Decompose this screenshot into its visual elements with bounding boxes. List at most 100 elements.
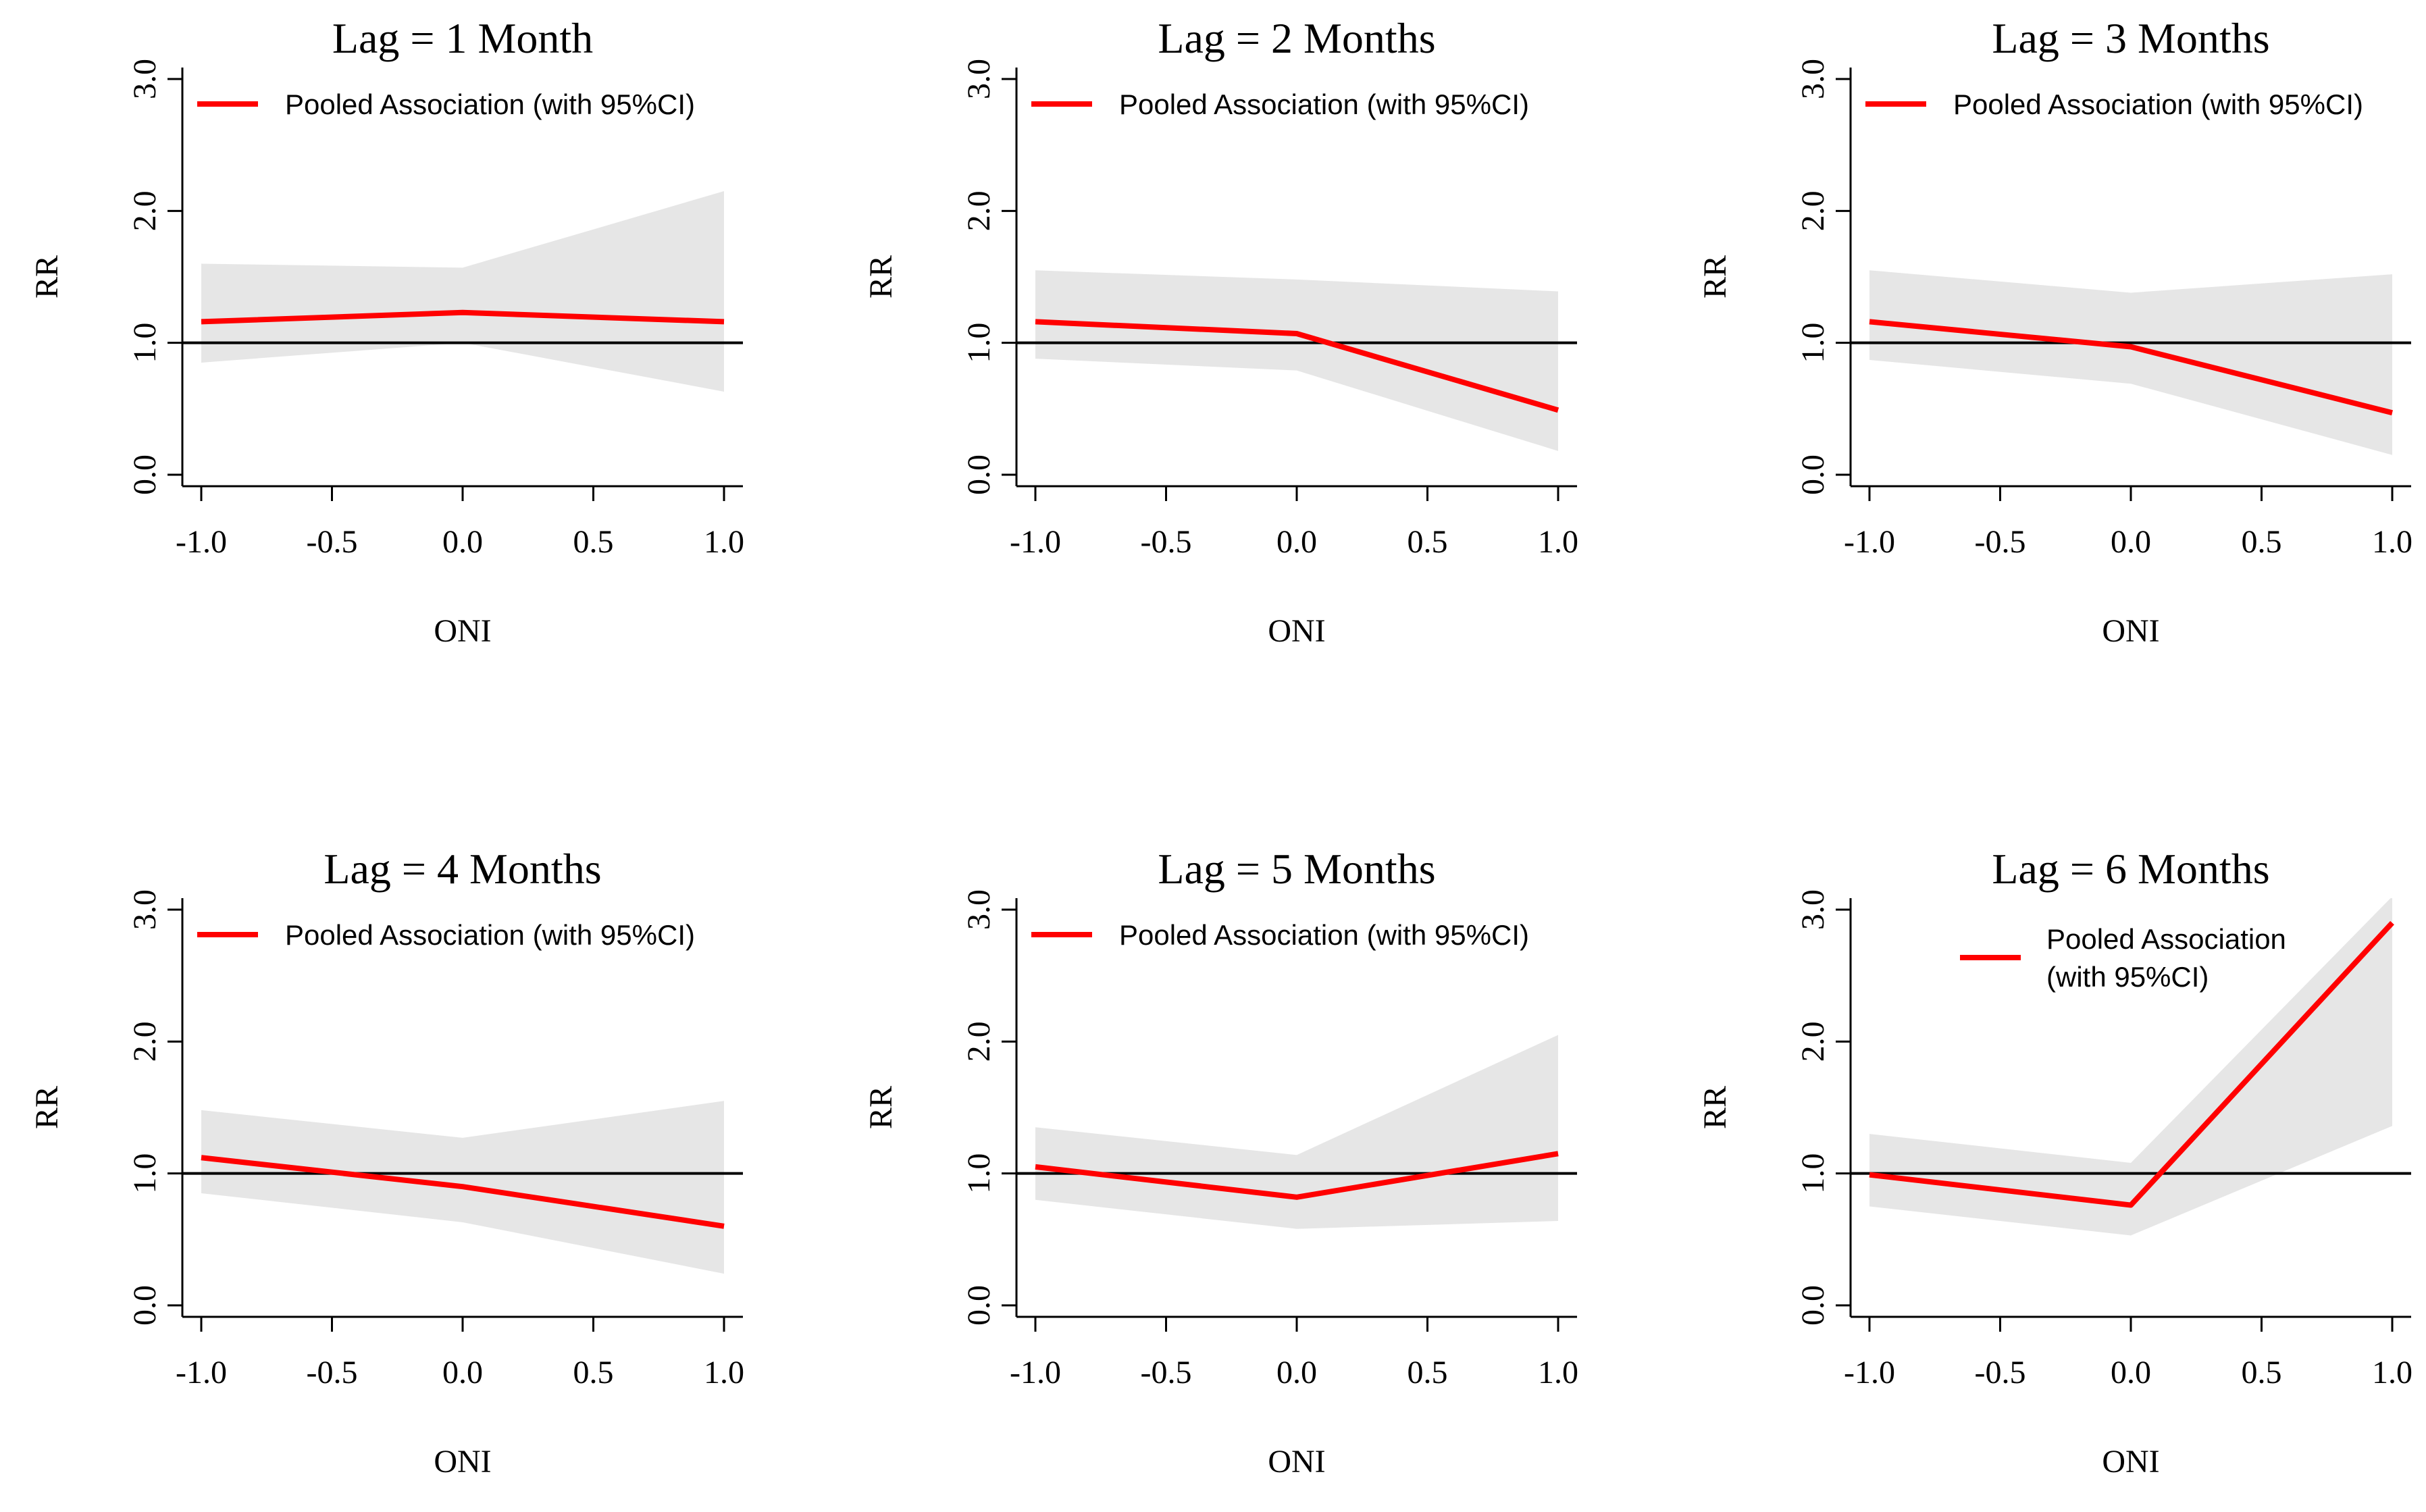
y-tick-label: 3.0 — [1795, 59, 1831, 99]
y-tick-label: 0.0 — [961, 454, 997, 495]
panel-lag-1: -1.0 -0.5 0.0 0.5 1.0 0.0 1.0 2.0 3.0 ONI RR Lag = … — [29, 14, 744, 649]
x-tick-label: -1.0 — [176, 1355, 227, 1390]
y-axis-title: RR — [29, 1086, 65, 1129]
x-tick-label: 1.0 — [704, 524, 744, 560]
series-line — [201, 309, 725, 325]
x-tick-label: -1.0 — [1844, 524, 1895, 560]
x-tick-label: 0.0 — [2111, 524, 2151, 560]
y-tick-label: 3.0 — [961, 889, 997, 930]
y-axis-title: RR — [29, 255, 65, 298]
panel-title: Lag = 5 Months — [1158, 845, 1435, 893]
x-axis-title: ONI — [1268, 613, 1325, 649]
y-tick-label: 0.0 — [961, 1285, 997, 1326]
y-tick-label: 2.0 — [1795, 1021, 1831, 1062]
y-tick-label: 0.0 — [127, 1285, 163, 1326]
x-tick-label: 1.0 — [1538, 1355, 1578, 1390]
y-tick-label: 2.0 — [961, 190, 997, 231]
y-tick-label: 1.0 — [1795, 1153, 1831, 1194]
y-tick-label: 1.0 — [961, 1153, 997, 1194]
y-axis-title: RR — [863, 255, 899, 298]
panel-lag-3: -1.0 -0.5 0.0 0.5 1.0 0.0 1.0 2.0 3.0 ONI RR Lag = … — [1697, 14, 2412, 649]
legend-label: Pooled Association — [2046, 923, 2286, 955]
x-tick-label: -0.5 — [1975, 524, 2026, 560]
y-tick-label: 3.0 — [127, 889, 163, 930]
y-axis-title: RR — [863, 1086, 899, 1129]
y-tick-label: 2.0 — [127, 1021, 163, 1062]
legend-label: Pooled Association (with 95%CI) — [1119, 919, 1529, 951]
y-tick-label: 0.0 — [1795, 454, 1831, 495]
x-tick-label: -1.0 — [1844, 1355, 1895, 1390]
x-tick-label: 0.0 — [1276, 1355, 1317, 1390]
series-line — [1869, 920, 2394, 1208]
y-tick-label: 0.0 — [1795, 1285, 1831, 1326]
legend-label: Pooled Association (with 95%CI) — [1119, 88, 1529, 120]
x-tick-label: -0.5 — [307, 1355, 358, 1390]
legend-label: Pooled Association (with 95%CI) — [285, 919, 695, 951]
legend: Pooled Association (with 95%CI) — [1031, 919, 1529, 951]
x-axis-title: ONI — [434, 613, 491, 649]
panel-lag-5: -1.0 -0.5 0.0 0.5 1.0 0.0 1.0 2.0 3.0 ONI RR Lag = … — [863, 845, 1578, 1480]
legend: Pooled Association (with 95%CI) — [197, 919, 695, 951]
x-tick-label: 0.5 — [1408, 524, 1448, 560]
x-tick-label: 1.0 — [1538, 524, 1578, 560]
y-tick-label: 3.0 — [127, 59, 163, 99]
y-tick-label: 2.0 — [1795, 190, 1831, 231]
y-tick-label: 2.0 — [961, 1021, 997, 1062]
y-tick-label: 2.0 — [127, 190, 163, 231]
x-tick-label: 0.0 — [1276, 524, 1317, 560]
y-tick-label: 0.0 — [127, 454, 163, 495]
x-tick-label: -1.0 — [1010, 1355, 1061, 1390]
ci-band — [201, 191, 724, 392]
legend-label: (with 95%CI) — [2046, 961, 2209, 993]
x-tick-label: 0.5 — [573, 1355, 614, 1390]
panel-lag-4: -1.0 -0.5 0.0 0.5 1.0 0.0 1.0 2.0 3.0 ONI RR Lag = … — [29, 845, 744, 1480]
legend-label: Pooled Association (with 95%CI) — [1953, 88, 2363, 120]
x-tick-label: 1.0 — [2372, 524, 2412, 560]
legend: Pooled Association (with 95%CI) — [1960, 923, 2286, 993]
legend: Pooled Association (with 95%CI) — [1031, 88, 1529, 120]
x-tick-label: -0.5 — [1141, 524, 1192, 560]
x-tick-label: 1.0 — [704, 1355, 744, 1390]
x-tick-label: 0.0 — [2111, 1355, 2151, 1390]
x-axis-title: ONI — [2102, 613, 2159, 649]
y-tick-label: 3.0 — [961, 59, 997, 99]
x-tick-label: 0.5 — [2242, 1355, 2282, 1390]
series-line — [1035, 319, 1559, 413]
x-tick-label: 0.5 — [2242, 524, 2282, 560]
y-axis-title: RR — [1697, 1086, 1733, 1129]
y-tick-label: 1.0 — [127, 1153, 163, 1194]
panel-title: Lag = 3 Months — [1992, 14, 2269, 62]
x-tick-label: -1.0 — [1010, 524, 1061, 560]
x-tick-label: 0.5 — [1408, 1355, 1448, 1390]
y-tick-label: 1.0 — [961, 323, 997, 363]
legend: Pooled Association (with 95%CI) — [197, 88, 695, 120]
x-tick-label: 0.5 — [573, 524, 614, 560]
panel-title: Lag = 4 Months — [324, 845, 601, 893]
y-tick-label: 1.0 — [1795, 323, 1831, 363]
x-tick-label: -0.5 — [1141, 1355, 1192, 1390]
x-tick-label: 1.0 — [2372, 1355, 2412, 1390]
y-axis-title: RR — [1697, 255, 1733, 298]
ci-band — [1869, 270, 2392, 455]
x-tick-label: -0.5 — [307, 524, 358, 560]
panel-title: Lag = 2 Months — [1158, 14, 1435, 62]
y-tick-label: 1.0 — [127, 323, 163, 363]
series-line — [1035, 1151, 1559, 1200]
x-tick-label: -1.0 — [176, 524, 227, 560]
x-axis-title: ONI — [434, 1444, 491, 1480]
panel-title: Lag = 6 Months — [1992, 845, 2269, 893]
x-axis-title: ONI — [1268, 1444, 1325, 1480]
series-line — [201, 1155, 725, 1229]
series-line — [1869, 319, 2393, 416]
ci-band — [1035, 270, 1558, 451]
y-tick-label: 3.0 — [1795, 889, 1831, 930]
x-axis-title: ONI — [2102, 1444, 2159, 1480]
panel-lag-6: -1.0 -0.5 0.0 0.5 1.0 0.0 1.0 2.0 3.0 ONI RR Lag = … — [1697, 845, 2412, 1480]
legend-label: Pooled Association (with 95%CI) — [285, 88, 695, 120]
legend: Pooled Association (with 95%CI) — [1865, 88, 2363, 120]
panel-lag-2: -1.0 -0.5 0.0 0.5 1.0 0.0 1.0 2.0 3.0 ONI RR Lag = … — [863, 14, 1578, 649]
x-tick-label: 0.0 — [442, 524, 483, 560]
ci-band — [1869, 898, 2392, 1236]
x-tick-label: -0.5 — [1975, 1355, 2026, 1390]
